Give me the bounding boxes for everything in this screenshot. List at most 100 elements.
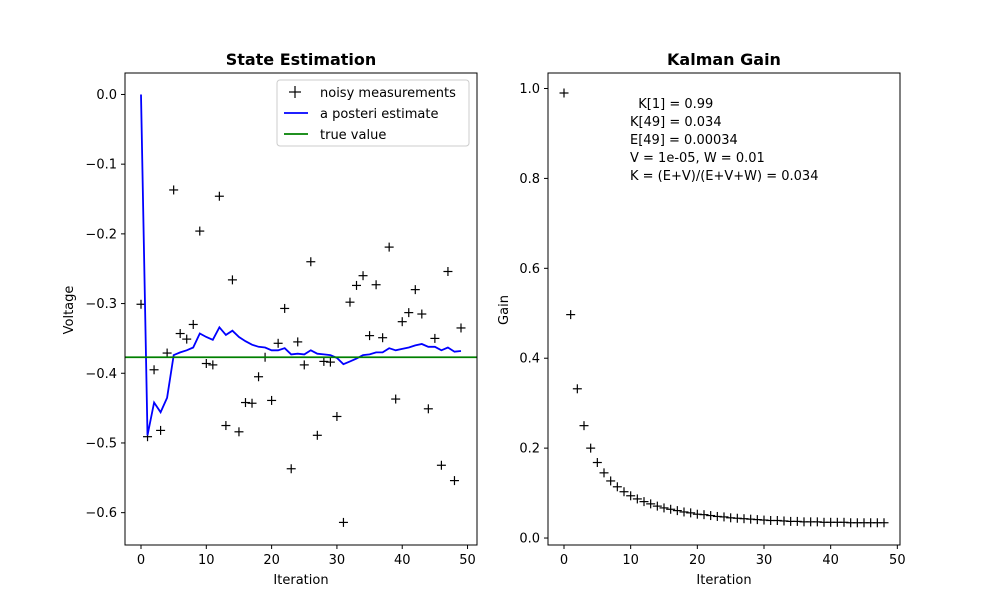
state-marker-22: [280, 303, 290, 313]
gain-x-tick-label: 10: [622, 553, 639, 568]
gain-y-tick-label: 0.0: [519, 532, 540, 547]
gain-marker-7: [606, 476, 616, 486]
gain-marker-19: [686, 508, 696, 518]
state-marker-40: [397, 317, 407, 327]
state-markers: [136, 185, 466, 527]
state-marker-7: [182, 334, 192, 344]
state-marker-17: [247, 398, 257, 408]
state-x-tick-label: 10: [198, 553, 215, 568]
state-marker-38: [384, 242, 394, 252]
state-axes-frame: [124, 72, 478, 546]
state-marker-23: [286, 464, 296, 474]
state-y-tick-label: −0.1: [85, 158, 117, 173]
state-marker-44: [423, 404, 433, 414]
gain-x-tick-label: 40: [822, 553, 839, 568]
gain-marker-2: [572, 384, 582, 394]
state-marker-14: [227, 275, 237, 285]
state-y-tick-label: −0.3: [85, 297, 117, 312]
kalman-gain-x-label: Iteration: [696, 573, 751, 588]
state-x-tick-label: 30: [329, 553, 346, 568]
state-marker-11: [208, 360, 218, 370]
state-marker-8: [188, 319, 198, 329]
state-marker-5: [169, 185, 179, 195]
gain-marker-0: [559, 88, 569, 98]
state-estimate-line: [140, 94, 462, 436]
gain-marker-14: [652, 501, 662, 511]
annotation-line-vw: V = 1e-05, W = 0.01: [630, 151, 765, 166]
gain-marker-6: [599, 468, 609, 478]
gain-marker-48: [879, 518, 889, 528]
state-marker-15: [234, 427, 244, 437]
legend-label-true-value: true value: [320, 128, 386, 143]
gain-marker-4: [586, 443, 596, 453]
gain-marker-16: [666, 504, 676, 514]
state-marker-26: [306, 257, 316, 267]
state-y-tick-label: −0.6: [85, 506, 117, 521]
kalman-gain-title: Kalman Gain: [667, 50, 781, 69]
state-marker-32: [345, 297, 355, 307]
state-marker-34: [358, 271, 368, 281]
gain-marker-22: [706, 511, 716, 521]
gain-y-tick-label: 0.8: [519, 172, 540, 187]
state-marker-49: [456, 323, 466, 333]
gain-marker-11: [632, 494, 642, 504]
legend-marker-noisy-measurements: [289, 86, 301, 98]
kalman-gain-plot-area: 0 10 20 30 40 50 0.0 0.2 0.4 0.6 0.8 1.0: [519, 72, 906, 568]
legend-label-noisy-measurements: noisy measurements: [320, 86, 456, 101]
gain-marker-1: [566, 310, 576, 320]
state-marker-37: [378, 333, 388, 343]
gain-markers: [559, 88, 889, 528]
gain-marker-8: [612, 482, 622, 492]
state-estimation-y-label: Voltage: [62, 286, 77, 335]
state-marker-21: [273, 338, 283, 348]
state-marker-6: [175, 329, 185, 339]
state-y-tick-label: 0.0: [96, 88, 117, 103]
state-marker-43: [417, 309, 427, 319]
state-marker-20: [267, 395, 277, 405]
gain-x-tick-label: 50: [889, 553, 906, 568]
legend-label-a-posteri-estimate: a posteri estimate: [320, 107, 438, 122]
gain-axes-frame: [547, 72, 901, 546]
state-marker-36: [371, 280, 381, 290]
gain-marker-24: [719, 512, 729, 522]
kalman-gain-panel: Kalman Gain 0 10 20 30 40 50 0.0 0.2 0.4 0.6 0.8 1.…: [497, 50, 906, 588]
gain-y-tick-label: 1.0: [519, 82, 540, 97]
gain-marker-12: [639, 497, 649, 507]
gain-marker-10: [626, 491, 636, 501]
gain-marker-15: [659, 503, 669, 513]
gain-y-tick-label: 0.6: [519, 262, 540, 277]
state-marker-42: [410, 285, 420, 295]
state-estimation-x-label: Iteration: [273, 573, 328, 588]
state-x-tick-label: 50: [459, 553, 476, 568]
gain-marker-17: [672, 506, 682, 516]
state-marker-2: [149, 365, 159, 375]
annotation-line-k49: K[49] = 0.034: [630, 115, 722, 130]
state-marker-10: [201, 359, 211, 369]
state-y-tick-label: −0.2: [85, 227, 117, 242]
state-marker-41: [404, 308, 414, 318]
state-x-tick-label: 0: [137, 553, 145, 568]
state-marker-48: [449, 476, 459, 486]
gain-y-tick-label: 0.2: [519, 442, 540, 457]
state-marker-31: [338, 517, 348, 527]
state-marker-12: [214, 191, 224, 201]
state-marker-39: [391, 394, 401, 404]
state-marker-46: [436, 460, 446, 470]
state-marker-3: [156, 425, 166, 435]
gain-marker-13: [646, 499, 656, 509]
gain-x-tick-label: 20: [689, 553, 706, 568]
gain-x-tick-label: 0: [560, 553, 568, 568]
state-x-tick-label: 20: [263, 553, 280, 568]
annotation-line-e49: E[49] = 0.00034: [630, 133, 738, 148]
state-marker-24: [293, 337, 303, 347]
state-marker-47: [443, 267, 453, 277]
state-marker-33: [352, 280, 362, 290]
state-marker-4: [162, 348, 172, 358]
state-marker-9: [195, 226, 205, 236]
gain-marker-3: [579, 421, 589, 431]
gain-marker-9: [619, 487, 629, 497]
kalman-gain-annotation: K[1] = 0.99 K[49] = 0.034 E[49] = 0.0003…: [630, 97, 818, 184]
state-marker-16: [240, 398, 250, 408]
